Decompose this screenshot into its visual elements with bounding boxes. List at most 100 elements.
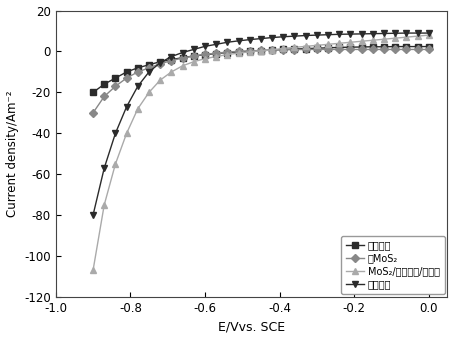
MoS₂/过渡金属/石墨烯 bbox=[270, 48, 275, 52]
空白碳纸 bbox=[158, 60, 163, 64]
纯MoS₂ bbox=[247, 49, 252, 53]
MoS₂/过渡金属/石墨烯 bbox=[202, 57, 207, 61]
纯MoS₂ bbox=[292, 47, 297, 52]
MoS₂/过渡金属/石墨烯 bbox=[146, 91, 152, 95]
载锃碳纸 bbox=[113, 131, 118, 135]
纯MoS₂ bbox=[101, 95, 107, 99]
载锃碳纸 bbox=[359, 32, 364, 36]
MoS₂/过渡金属/石墨烯 bbox=[426, 33, 432, 37]
空白碳纸 bbox=[348, 45, 353, 49]
载锃碳纸 bbox=[415, 31, 420, 35]
空白碳纸 bbox=[426, 44, 432, 48]
纯MoS₂ bbox=[280, 48, 286, 52]
MoS₂/过渡金属/石墨烯 bbox=[135, 107, 140, 111]
空白碳纸 bbox=[124, 70, 129, 74]
载锃碳纸 bbox=[236, 39, 241, 43]
载锃碳纸 bbox=[225, 40, 230, 44]
空白碳纸 bbox=[404, 44, 409, 48]
载锃碳纸 bbox=[280, 35, 286, 39]
MoS₂/过渡金属/石墨烯 bbox=[213, 55, 219, 59]
纯MoS₂ bbox=[90, 111, 96, 115]
载锃碳纸 bbox=[213, 42, 219, 46]
载锃碳纸 bbox=[314, 33, 319, 37]
空白碳纸 bbox=[135, 66, 140, 70]
MoS₂/过渡金属/石墨烯 bbox=[359, 39, 364, 43]
纯MoS₂ bbox=[191, 54, 197, 58]
空白碳纸 bbox=[202, 53, 207, 57]
空白碳纸 bbox=[180, 56, 185, 60]
纯MoS₂ bbox=[348, 47, 353, 52]
空白碳纸 bbox=[113, 76, 118, 80]
MoS₂/过渡金属/石墨烯 bbox=[180, 64, 185, 68]
X-axis label: E/Vvs. SCE: E/Vvs. SCE bbox=[218, 320, 285, 334]
空白碳纸 bbox=[314, 46, 319, 50]
空白碳纸 bbox=[280, 47, 286, 52]
载锃碳纸 bbox=[90, 213, 96, 217]
纯MoS₂ bbox=[213, 51, 219, 55]
空白碳纸 bbox=[381, 45, 387, 49]
MoS₂/过渡金属/石墨烯 bbox=[236, 51, 241, 55]
MoS₂/过渡金属/石墨烯 bbox=[113, 162, 118, 166]
载锃碳纸 bbox=[180, 51, 185, 55]
MoS₂/过渡金属/石墨烯 bbox=[258, 49, 264, 53]
MoS₂/过渡金属/石墨烯 bbox=[158, 78, 163, 82]
载锃碳纸 bbox=[101, 166, 107, 170]
空白碳纸 bbox=[337, 45, 342, 49]
MoS₂/过渡金属/石墨烯 bbox=[303, 44, 308, 48]
载锃碳纸 bbox=[124, 105, 129, 109]
纯MoS₂ bbox=[392, 47, 398, 52]
空白碳纸 bbox=[191, 54, 197, 58]
载锃碳纸 bbox=[191, 47, 197, 52]
载锃碳纸 bbox=[135, 84, 140, 88]
MoS₂/过渡金属/石墨烯 bbox=[169, 70, 174, 74]
MoS₂/过渡金属/石墨烯 bbox=[325, 42, 331, 46]
载锃碳纸 bbox=[169, 55, 174, 59]
纯MoS₂ bbox=[426, 47, 432, 52]
载锃碳纸 bbox=[348, 32, 353, 36]
空白碳纸 bbox=[236, 50, 241, 54]
纯MoS₂ bbox=[314, 47, 319, 52]
纯MoS₂ bbox=[236, 49, 241, 53]
纯MoS₂ bbox=[113, 84, 118, 88]
MoS₂/过渡金属/石墨烯 bbox=[381, 37, 387, 41]
空白碳纸 bbox=[303, 46, 308, 51]
纯MoS₂ bbox=[180, 56, 185, 60]
纯MoS₂ bbox=[169, 59, 174, 63]
MoS₂/过渡金属/石墨烯 bbox=[392, 36, 398, 40]
空白碳纸 bbox=[392, 44, 398, 48]
MoS₂/过渡金属/石墨烯 bbox=[415, 34, 420, 38]
MoS₂/过渡金属/石墨烯 bbox=[370, 38, 376, 42]
载锃碳纸 bbox=[370, 32, 376, 36]
载锃碳纸 bbox=[404, 31, 409, 35]
空白碳纸 bbox=[359, 45, 364, 49]
Line: 纯MoS₂: 纯MoS₂ bbox=[90, 47, 432, 116]
Y-axis label: Current density/Am⁻²: Current density/Am⁻² bbox=[5, 91, 19, 217]
纯MoS₂ bbox=[158, 62, 163, 66]
载锃碳纸 bbox=[202, 44, 207, 48]
MoS₂/过渡金属/石墨烯 bbox=[90, 268, 96, 273]
纯MoS₂ bbox=[381, 47, 387, 52]
MoS₂/过渡金属/石墨烯 bbox=[404, 35, 409, 39]
纯MoS₂ bbox=[404, 47, 409, 52]
载锃碳纸 bbox=[325, 33, 331, 37]
空白碳纸 bbox=[292, 47, 297, 51]
载锃碳纸 bbox=[270, 36, 275, 40]
载锃碳纸 bbox=[426, 31, 432, 35]
载锃碳纸 bbox=[337, 32, 342, 36]
纯MoS₂ bbox=[370, 47, 376, 52]
纯MoS₂ bbox=[135, 70, 140, 74]
载锃碳纸 bbox=[392, 31, 398, 35]
纯MoS₂ bbox=[270, 48, 275, 52]
空白碳纸 bbox=[270, 48, 275, 52]
纯MoS₂ bbox=[225, 50, 230, 54]
MoS₂/过渡金属/石墨烯 bbox=[124, 131, 129, 135]
空白碳纸 bbox=[415, 44, 420, 48]
载锃碳纸 bbox=[247, 38, 252, 42]
MoS₂/过渡金属/石墨烯 bbox=[314, 43, 319, 47]
MoS₂/过渡金属/石墨烯 bbox=[348, 40, 353, 44]
MoS₂/过渡金属/石墨烯 bbox=[225, 53, 230, 57]
Legend: 空白碳纸, 纯MoS₂, MoS₂/过渡金属/石墨烯, 载锃碳纸: 空白碳纸, 纯MoS₂, MoS₂/过渡金属/石墨烯, 载锃碳纸 bbox=[342, 236, 444, 294]
Line: 载锃碳纸: 载锃碳纸 bbox=[90, 29, 432, 219]
纯MoS₂ bbox=[325, 47, 331, 52]
纯MoS₂ bbox=[124, 76, 129, 80]
